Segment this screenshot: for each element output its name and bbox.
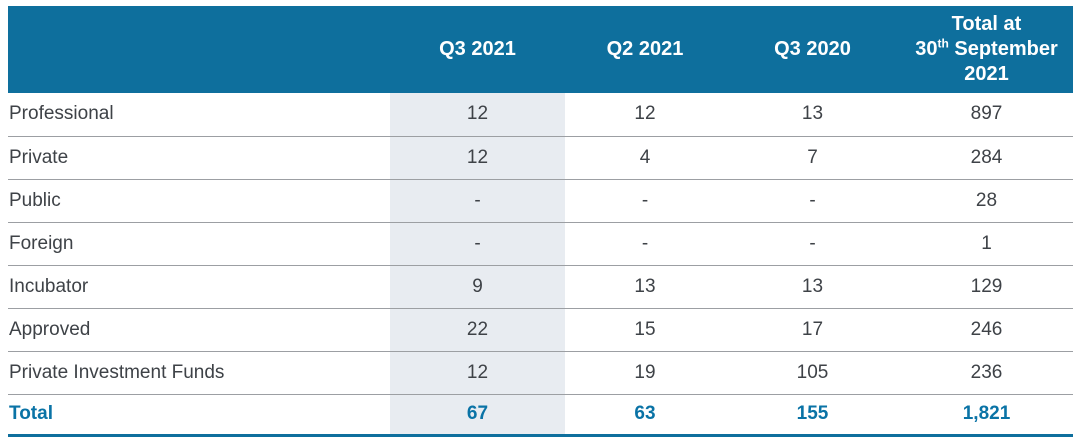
funds-statistics-table: Q3 2021 Q2 2021 Q3 2020 Total at 30th Se… [8, 6, 1073, 437]
cell-total: 236 [900, 351, 1073, 395]
cell-q3-2020: 105 [725, 351, 900, 395]
cell-q3-2021: 12 [390, 93, 565, 137]
cell-total: 129 [900, 265, 1073, 309]
cell-total: 28 [900, 179, 1073, 223]
total-row-label: Total [8, 394, 390, 437]
row-label: Public [8, 179, 390, 223]
total-cell-total: 1,821 [900, 394, 1073, 437]
total-cell-q2-2021: 63 [565, 394, 725, 437]
header-total-line3: 2021 [964, 63, 1009, 85]
cell-q2-2021: - [565, 222, 725, 266]
table-row: Professional 12 12 13 897 [8, 93, 1073, 137]
row-label: Private [8, 136, 390, 180]
header-total-ordinal: th [937, 36, 949, 51]
total-row: Total 67 63 155 1,821 [8, 394, 1073, 437]
cell-total: 246 [900, 308, 1073, 352]
cell-q2-2021: 12 [565, 93, 725, 137]
header-cell-category [8, 6, 390, 93]
cell-q3-2021: 12 [390, 136, 565, 180]
cell-q2-2021: 15 [565, 308, 725, 352]
row-label: Professional [8, 93, 390, 137]
total-cell-q3-2020: 155 [725, 394, 900, 437]
cell-q3-2021: 9 [390, 265, 565, 309]
table-row: Private Investment Funds 12 19 105 236 [8, 351, 1073, 395]
cell-q3-2020: 17 [725, 308, 900, 352]
header-total-line1: Total at [951, 13, 1022, 35]
table-row: Approved 22 15 17 246 [8, 308, 1073, 352]
cell-q3-2021: - [390, 222, 565, 266]
table-body: Professional 12 12 13 897 Private 12 4 7… [8, 93, 1073, 437]
cell-total: 897 [900, 93, 1073, 137]
row-label: Approved [8, 308, 390, 352]
cell-q3-2021: 22 [390, 308, 565, 352]
table-row: Incubator 9 13 13 129 [8, 265, 1073, 309]
table-row: Public - - - 28 [8, 179, 1073, 223]
cell-q3-2021: - [390, 179, 565, 223]
row-label: Incubator [8, 265, 390, 309]
header-cell-q3-2020: Q3 2020 [725, 6, 900, 93]
header-cell-q2-2021: Q2 2021 [565, 6, 725, 93]
total-cell-q3-2021: 67 [390, 394, 565, 437]
cell-q2-2021: - [565, 179, 725, 223]
cell-q3-2020: - [725, 179, 900, 223]
header-total-line2-rest: September [948, 38, 1058, 60]
cell-total: 284 [900, 136, 1073, 180]
cell-q3-2020: - [725, 222, 900, 266]
header-cell-total: Total at 30th September 2021 [900, 6, 1073, 93]
table-row: Private 12 4 7 284 [8, 136, 1073, 180]
cell-q3-2021: 12 [390, 351, 565, 395]
table-row: Foreign - - - 1 [8, 222, 1073, 266]
row-label: Foreign [8, 222, 390, 266]
header-cell-q3-2021: Q3 2021 [390, 6, 565, 93]
table-header: Q3 2021 Q2 2021 Q3 2020 Total at 30th Se… [8, 6, 1073, 93]
cell-q3-2020: 7 [725, 136, 900, 180]
cell-q3-2020: 13 [725, 93, 900, 137]
header-row: Q3 2021 Q2 2021 Q3 2020 Total at 30th Se… [8, 6, 1073, 93]
cell-q2-2021: 19 [565, 351, 725, 395]
header-total-line2-number: 30 [915, 38, 938, 60]
cell-total: 1 [900, 222, 1073, 266]
cell-q2-2021: 13 [565, 265, 725, 309]
cell-q2-2021: 4 [565, 136, 725, 180]
row-label: Private Investment Funds [8, 351, 390, 395]
cell-q3-2020: 13 [725, 265, 900, 309]
